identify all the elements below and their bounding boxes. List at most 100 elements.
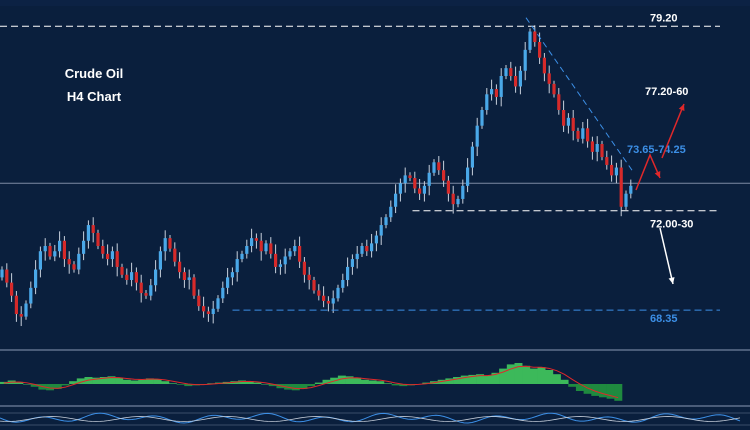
candle-body — [101, 246, 105, 254]
candle-body — [499, 76, 503, 97]
candle — [58, 231, 62, 258]
candle-body — [317, 290, 321, 296]
candle-body — [168, 238, 172, 249]
candle — [125, 268, 129, 285]
candle — [106, 244, 110, 266]
candle-body — [173, 248, 177, 262]
histogram-bar — [345, 376, 354, 384]
candle — [0, 266, 4, 281]
candle — [451, 185, 455, 214]
candle — [173, 242, 177, 267]
candle — [149, 278, 153, 301]
candle — [590, 136, 594, 160]
candle-body — [312, 280, 316, 291]
candle — [254, 233, 258, 249]
candle — [614, 162, 618, 184]
candle-body — [269, 243, 273, 254]
candle — [115, 243, 119, 277]
candle-body — [571, 117, 575, 131]
candle — [331, 290, 335, 313]
candle-body — [91, 225, 95, 233]
arrow-upside-head — [678, 104, 685, 111]
candle — [542, 52, 546, 82]
candle-body — [96, 232, 100, 246]
candle-body — [581, 128, 585, 139]
candle — [499, 68, 503, 107]
candle-body — [182, 272, 186, 280]
candle — [432, 159, 436, 176]
histogram-bar — [606, 384, 615, 399]
candle-body — [10, 282, 14, 296]
arrow-upside — [661, 103, 685, 159]
histogram-bar — [130, 380, 139, 384]
candle — [326, 296, 330, 312]
candle — [144, 289, 148, 299]
candle — [154, 260, 158, 292]
histogram-bar — [322, 379, 331, 384]
candle-body — [470, 146, 474, 168]
arrow-retest-path — [635, 153, 661, 191]
candle — [389, 200, 393, 222]
candle-body — [48, 246, 52, 257]
candle-body — [547, 73, 551, 84]
candle-body — [206, 311, 210, 314]
candle-body — [24, 303, 28, 317]
candle — [442, 160, 446, 187]
histogram-bar — [529, 368, 538, 384]
candle-body — [5, 269, 9, 283]
candle — [610, 155, 614, 182]
candle-body — [202, 306, 206, 312]
candle — [562, 100, 566, 132]
candle — [403, 167, 407, 193]
candle — [48, 242, 52, 260]
candle — [62, 236, 66, 267]
histogram-bar — [360, 379, 369, 384]
candle — [10, 273, 14, 302]
candle-body — [590, 141, 594, 152]
candle — [14, 290, 18, 322]
candle-body — [211, 308, 215, 314]
candle — [547, 65, 551, 94]
candle-body — [149, 285, 153, 296]
candle-body — [14, 295, 18, 314]
histogram-bar — [307, 384, 316, 387]
candle — [317, 284, 321, 301]
candle — [600, 140, 604, 161]
candle — [586, 118, 590, 148]
candle — [178, 252, 182, 279]
arrow-retest — [635, 153, 661, 191]
candle-body — [326, 300, 330, 304]
candle — [139, 274, 143, 303]
osc-line-signal — [0, 416, 741, 422]
candle-body — [38, 251, 42, 270]
candle-body — [557, 94, 561, 110]
candle — [418, 179, 422, 200]
candle — [288, 248, 292, 260]
candle-body — [106, 253, 110, 260]
candle-body — [408, 175, 412, 178]
candle-body — [576, 130, 580, 139]
histogram-bar — [552, 374, 561, 384]
candle — [518, 66, 522, 95]
candle — [259, 232, 263, 261]
candle-body — [53, 251, 57, 257]
histogram-bar — [61, 384, 70, 386]
candle — [101, 239, 105, 259]
candle — [77, 247, 81, 275]
candle — [312, 276, 316, 294]
candle-body — [283, 256, 287, 265]
histogram-bar — [522, 365, 531, 384]
candle-body — [139, 282, 143, 294]
candle — [91, 217, 95, 243]
candle — [221, 281, 225, 304]
histogram-bar — [138, 379, 147, 384]
candle — [365, 239, 369, 256]
candle — [624, 190, 628, 210]
candle-body — [264, 243, 268, 252]
histogram-bar — [337, 375, 346, 384]
candle — [595, 136, 599, 162]
candle-body — [480, 110, 484, 126]
candle — [298, 236, 302, 268]
candle — [240, 250, 244, 263]
candle-body — [398, 183, 402, 194]
